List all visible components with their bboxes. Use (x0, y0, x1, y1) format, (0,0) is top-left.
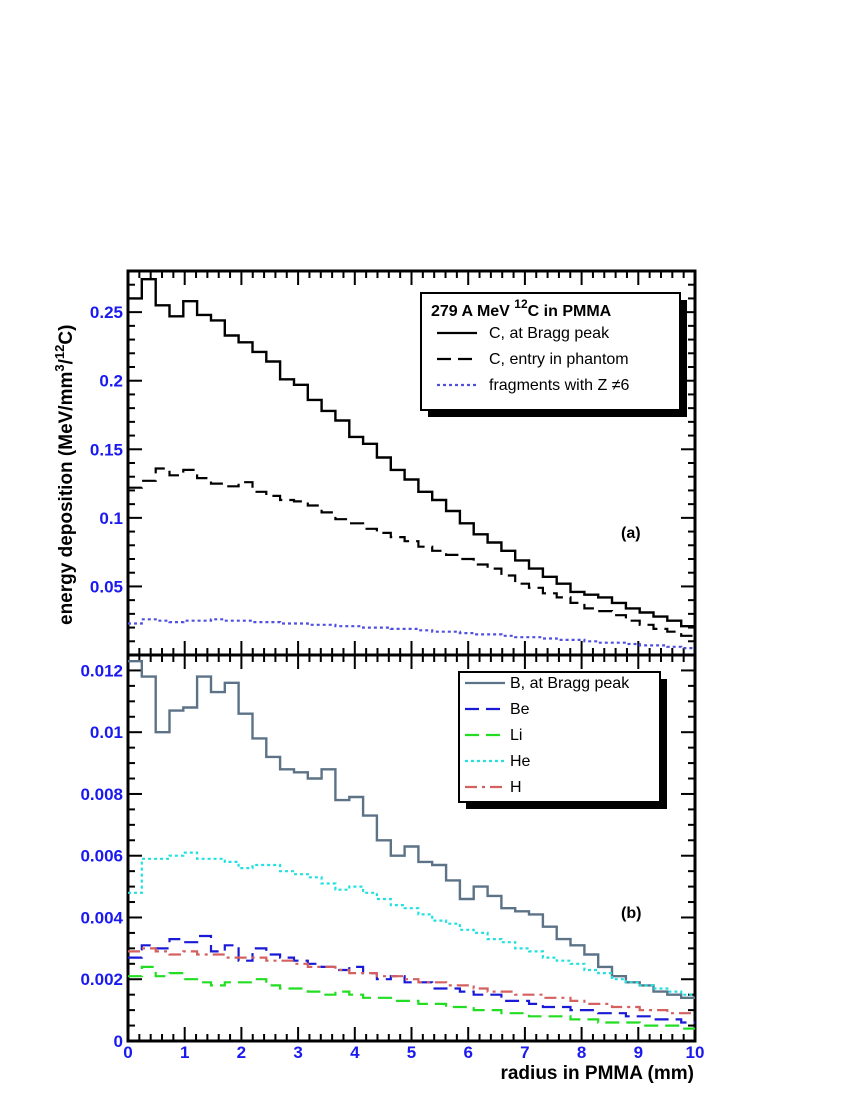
legend-panel-a: 279 A MeV 12C in PMMA C, at Bragg peakC,… (420, 292, 687, 417)
y-tick-label: 0.05 (90, 577, 123, 596)
x-tick-label: 10 (686, 1043, 705, 1062)
x-tick-label: 0 (123, 1043, 132, 1062)
legend-label-b-0: B, at Bragg peak (510, 675, 630, 692)
x-tick-label: 6 (463, 1043, 472, 1062)
x-tick-label: 7 (520, 1043, 529, 1062)
y-tick-label: 0.2 (99, 372, 123, 391)
legend-label-b-4: H (510, 779, 522, 796)
legend-label-a-1: C, entry in phantom (489, 351, 629, 368)
y-tick-label: 0.006 (80, 847, 123, 866)
legend-label-b-2: Li (510, 727, 522, 744)
legend-panel-b: B, at Bragg peak Be Li He H (458, 671, 667, 809)
panel-a-label: (a) (621, 525, 641, 542)
legend-label-b-1: Be (510, 701, 530, 718)
legend-label-b-3: He (510, 753, 531, 770)
series-line-b-3 (128, 851, 695, 996)
series-line-b-4 (128, 947, 695, 1015)
legend-a-title: 279 A MeV 12C in PMMA (431, 297, 612, 320)
panel-b-ticks: 0 1 2 3 4 5 6 7 8 9 10 0 0.002 0.004 0.006 0.008 0.01 0.0… (80, 654, 705, 1062)
y-tick-label: 0.002 (80, 970, 123, 989)
x-tick-label: 5 (407, 1043, 416, 1062)
x-tick-label: 4 (350, 1043, 360, 1062)
legend-a-box (420, 292, 681, 411)
y-tick-label: 0.012 (80, 661, 123, 680)
series-line-a-0 (128, 278, 695, 628)
series-line-a-1 (128, 467, 695, 637)
x-tick-label: 3 (293, 1043, 302, 1062)
x-tick-label: 2 (237, 1043, 246, 1062)
y-tick-label: 0.01 (90, 723, 123, 742)
series-line-b-1 (128, 934, 695, 1024)
series-line-b-2 (128, 965, 695, 1030)
y-tick-label: 0.1 (99, 509, 123, 528)
legend-label-a-2: fragments with Z ≠6 (489, 377, 629, 394)
x-tick-label: 9 (634, 1043, 643, 1062)
x-tick-label: 8 (577, 1043, 586, 1062)
y-tick-label: 0 (114, 1032, 123, 1051)
legend-a-entries: C, at Bragg peak C, entry in phantom fragm… (437, 325, 629, 394)
y-tick-label: 0.25 (90, 303, 123, 322)
legend-b-entries: B, at Bragg peak Be Li He H (465, 675, 630, 796)
series-line-b-0 (128, 660, 695, 999)
panel-b-curves (128, 660, 695, 1030)
panel-a-ticks: 0.05 0.1 0.15 0.2 0.25 (90, 270, 696, 656)
y-tick-label: 0.004 (80, 908, 123, 927)
panel-a-curves (128, 278, 695, 650)
legend-b-box (458, 671, 661, 803)
y-tick-label: 0.15 (90, 440, 123, 459)
panel-b-label: (b) (621, 905, 641, 922)
y-axis-title: energy deposition (MeV/mm3/12C) (52, 325, 77, 625)
y-tick-label: 0.008 (80, 785, 123, 804)
legend-label-a-0: C, at Bragg peak (489, 325, 610, 342)
x-tick-label: 1 (180, 1043, 189, 1062)
x-axis-title: radius in PMMA (mm) (500, 1063, 694, 1084)
